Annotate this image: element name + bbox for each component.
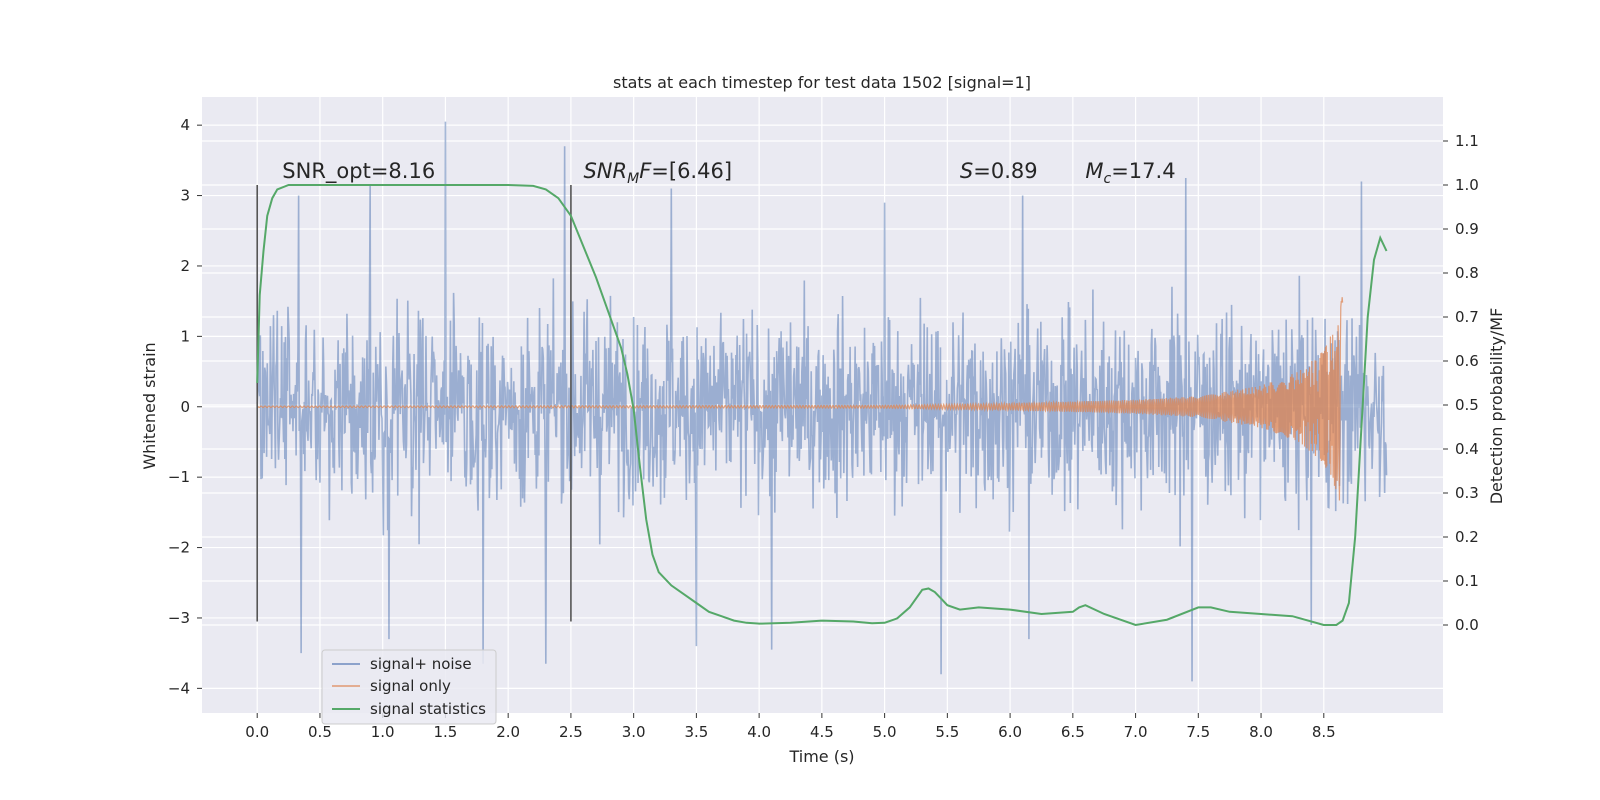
y-tick-label: −4	[168, 679, 190, 697]
y-right-tick-label: 0.0	[1455, 616, 1479, 634]
y-right-tick-label: 0.9	[1455, 220, 1479, 238]
legend-label-signal-only: signal only	[370, 677, 451, 695]
x-axis: 0.0 0.5 1.0 1.5 2.0 2.5 3.0 3.5 4.0 4.5 5.0 5.5 6.0 6…	[245, 713, 1336, 741]
x-tick-label: 5.0	[873, 723, 897, 741]
y-right-tick-label: 0.3	[1455, 484, 1479, 502]
legend-label-signal-noise: signal+ noise	[370, 655, 472, 673]
y-tick-label: 1	[180, 327, 190, 345]
y-right-tick-label: 1.0	[1455, 176, 1479, 194]
x-tick-label: 4.0	[747, 723, 771, 741]
signal-noise-line	[256, 121, 1388, 682]
y-right-tick-label: 0.1	[1455, 572, 1479, 590]
signal-only-line	[256, 297, 1344, 501]
y-right-tick-label: 0.6	[1455, 352, 1479, 370]
y-tick-label: 3	[180, 187, 190, 205]
x-tick-label: 3.5	[684, 723, 708, 741]
y-axis-left: 4 3 2 1 0 −1 −2 −3 −4	[168, 116, 202, 697]
y-tick-label: −2	[168, 539, 190, 557]
x-tick-label: 1.0	[371, 723, 395, 741]
y-right-tick-label: 0.4	[1455, 440, 1479, 458]
x-tick-label: 0.5	[308, 723, 332, 741]
x-tick-label: 7.0	[1124, 723, 1148, 741]
y-axis-label: Whitened strain	[140, 342, 159, 469]
x-tick-label: 0.0	[245, 723, 269, 741]
x-tick-label: 8.0	[1249, 723, 1273, 741]
y-axis-right-label: Detection probability/MF	[1487, 308, 1506, 505]
y-tick-label: 2	[180, 257, 190, 275]
series-signal-noise	[256, 121, 1388, 682]
x-axis-label: Time (s)	[788, 747, 854, 766]
annotation-1: SNRMF=[6.46]	[583, 159, 732, 187]
legend-label-signal-statistics: signal statistics	[370, 700, 486, 718]
y-right-tick-label: 1.1	[1455, 132, 1479, 150]
annotation-0: SNR_opt=8.16	[282, 159, 435, 184]
x-tick-label: 6.0	[998, 723, 1022, 741]
x-tick-label: 3.0	[622, 723, 646, 741]
chart-title: stats at each timestep for test data 150…	[613, 73, 1031, 92]
x-tick-label: 8.5	[1312, 723, 1336, 741]
annotations: SNR_opt=8.16 SNRMF=[6.46] S=0.89 Mc=17.4	[282, 159, 1175, 187]
y-tick-label: 4	[180, 116, 190, 134]
x-tick-label: 5.5	[935, 723, 959, 741]
x-tick-label: 7.5	[1186, 723, 1210, 741]
y-tick-label: −1	[168, 468, 190, 486]
y-tick-label: 0	[180, 398, 190, 416]
y-right-tick-label: 0.2	[1455, 528, 1479, 546]
x-tick-label: 1.5	[434, 723, 458, 741]
annotation-3: Mc=17.4	[1085, 159, 1175, 187]
vertical-markers	[256, 185, 572, 622]
x-tick-label: 2.0	[496, 723, 520, 741]
x-tick-label: 2.5	[559, 723, 583, 741]
y-right-tick-label: 0.5	[1455, 396, 1479, 414]
signal-statistics-line	[256, 184, 1388, 627]
y-axis-right: 1.1 1.0 0.9 0.8 0.7 0.6 0.5 0.4 0.3 0.2 0.1 0.0	[1443, 132, 1479, 634]
series-signal-only	[256, 297, 1344, 501]
x-tick-label: 4.5	[810, 723, 834, 741]
y-right-tick-label: 0.8	[1455, 264, 1479, 282]
y-right-tick-label: 0.7	[1455, 308, 1479, 326]
legend: signal+ noise signal only signal statist…	[321, 649, 497, 725]
annotation-2: S=0.89	[960, 159, 1038, 183]
y-tick-label: −3	[168, 609, 190, 627]
legend-frame	[321, 649, 497, 725]
series-signal-statistics	[256, 184, 1388, 627]
x-tick-label: 6.5	[1061, 723, 1085, 741]
